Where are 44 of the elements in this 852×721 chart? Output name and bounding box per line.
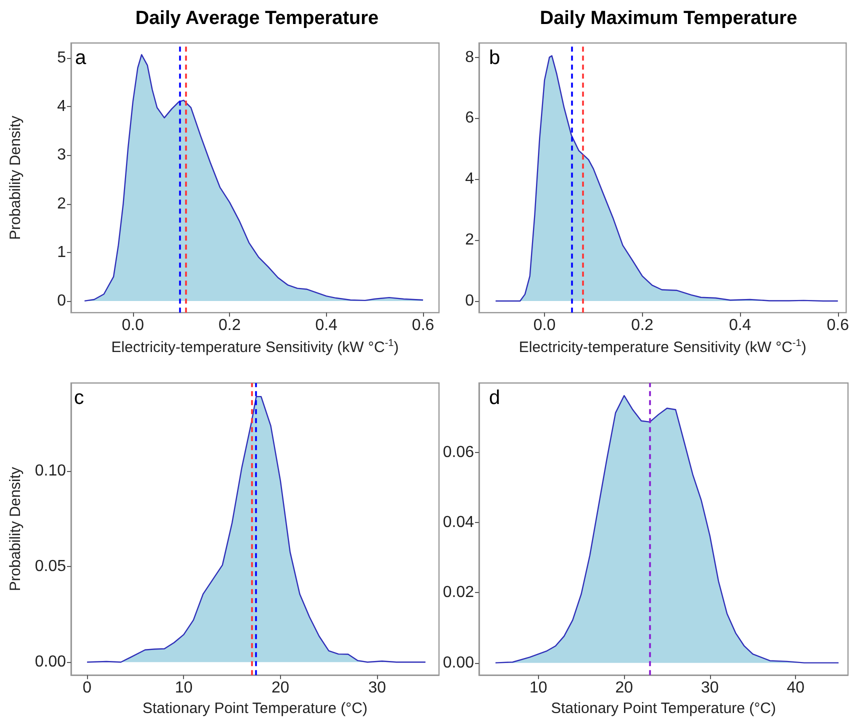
annotation: a (75, 47, 87, 69)
y-tick-label: 0.10 (34, 462, 66, 480)
x-tick-label: 0.0 (122, 317, 144, 334)
x-axis-title: Stationary Point Temperature (°C) (551, 700, 776, 717)
y-tick-label: 8 (465, 48, 474, 66)
x-axis-title: Stationary Point Temperature (°C) (142, 700, 368, 717)
y-tick-label: 0.06 (442, 444, 474, 461)
y-tick-label: 5 (57, 50, 66, 67)
x-tick-label: 10 (529, 680, 548, 697)
x-tick-label: 0.4 (315, 317, 338, 334)
chart-title: Daily Average Temperature (135, 8, 379, 29)
x-tick-label: 30 (701, 680, 719, 697)
y-tick-label: 1 (57, 244, 66, 261)
x-tick-label: 20 (615, 680, 634, 697)
x-tick-label: 0.6 (412, 317, 434, 334)
y-tick-label: 0 (57, 292, 66, 310)
x-tick-label: 0.2 (631, 317, 654, 334)
y-tick-label: 0.00 (442, 654, 474, 672)
y-tick-label: 6 (465, 110, 474, 127)
y-tick-label: 2 (57, 195, 66, 212)
x-tick-label: 40 (786, 680, 805, 697)
y-tick-label: 4 (465, 170, 474, 188)
y-tick-label: 0.04 (442, 514, 474, 532)
x-tick-label: 0.0 (533, 317, 556, 334)
x-tick-label: 0.6 (826, 317, 850, 334)
y-tick-label: 4 (57, 98, 66, 116)
y-tick-label: 3 (57, 146, 66, 164)
x-tick-label: 0.4 (728, 317, 752, 334)
x-tick-label: 10 (174, 680, 193, 697)
annotation: d (489, 387, 500, 409)
y-axis-title: Probability Density (7, 466, 24, 592)
y-tick-label: 0.02 (442, 584, 474, 602)
x-tick-label: 30 (368, 680, 386, 697)
annotation: c (74, 387, 84, 409)
y-axis-title: Probability Density (7, 115, 24, 240)
x-tick-label: 0 (82, 680, 92, 697)
y-tick-label: 0.05 (34, 558, 66, 576)
x-tick-label: 20 (272, 680, 290, 697)
chart-title: Daily Maximum Temperature (540, 8, 798, 29)
y-tick-label: 0.00 (34, 654, 66, 671)
x-tick-label: 0.2 (218, 317, 241, 334)
annotation: b (489, 47, 500, 69)
y-tick-label: 2 (465, 232, 474, 249)
y-tick-label: 0 (465, 292, 474, 310)
